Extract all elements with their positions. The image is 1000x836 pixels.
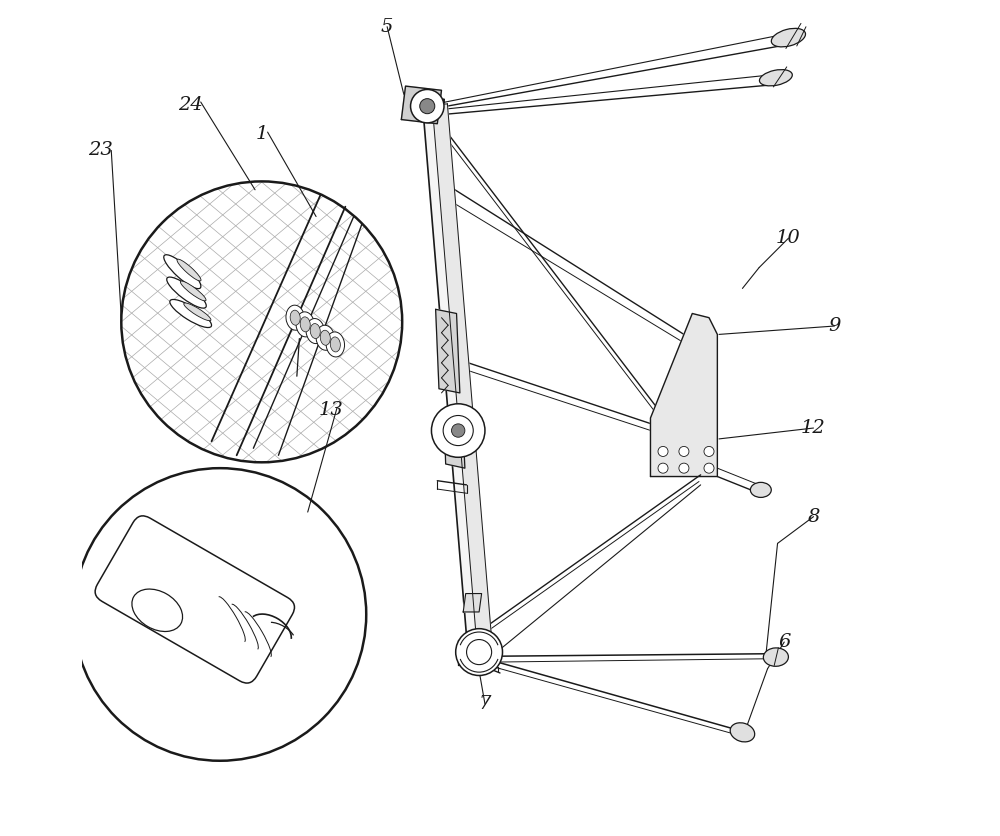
Circle shape <box>431 404 485 457</box>
Circle shape <box>704 446 714 456</box>
Ellipse shape <box>132 589 183 631</box>
Ellipse shape <box>316 325 335 350</box>
Circle shape <box>658 446 668 456</box>
Circle shape <box>467 640 492 665</box>
Polygon shape <box>650 314 717 477</box>
Text: 23: 23 <box>88 141 113 160</box>
Ellipse shape <box>286 305 304 330</box>
Polygon shape <box>463 594 482 612</box>
Ellipse shape <box>730 723 755 742</box>
Ellipse shape <box>310 324 320 339</box>
Ellipse shape <box>326 332 345 357</box>
Polygon shape <box>422 99 490 657</box>
Text: 13: 13 <box>319 400 344 419</box>
Text: 8: 8 <box>807 507 820 526</box>
Circle shape <box>704 463 714 473</box>
Ellipse shape <box>290 310 300 325</box>
Ellipse shape <box>180 281 206 301</box>
Circle shape <box>74 468 366 761</box>
Circle shape <box>452 424 465 437</box>
Text: 5: 5 <box>381 18 393 36</box>
Ellipse shape <box>300 317 310 332</box>
Ellipse shape <box>170 299 212 328</box>
Text: 9: 9 <box>828 317 841 335</box>
Ellipse shape <box>164 255 201 288</box>
Ellipse shape <box>167 277 206 308</box>
Ellipse shape <box>177 259 201 281</box>
Ellipse shape <box>759 69 792 86</box>
Polygon shape <box>436 309 460 393</box>
Ellipse shape <box>750 482 771 497</box>
Polygon shape <box>401 86 441 124</box>
Polygon shape <box>432 104 493 661</box>
Text: 6: 6 <box>778 633 790 651</box>
Ellipse shape <box>306 319 324 344</box>
Text: 12: 12 <box>801 419 826 437</box>
Text: 10: 10 <box>776 229 801 247</box>
Polygon shape <box>444 410 465 468</box>
Circle shape <box>679 463 689 473</box>
Ellipse shape <box>320 330 330 345</box>
Circle shape <box>679 446 689 456</box>
Circle shape <box>456 629 503 675</box>
Ellipse shape <box>184 303 211 321</box>
FancyBboxPatch shape <box>95 516 295 683</box>
Ellipse shape <box>763 648 788 666</box>
Text: 24: 24 <box>178 95 203 114</box>
Polygon shape <box>458 640 492 665</box>
Text: 1: 1 <box>256 125 268 143</box>
Circle shape <box>420 99 435 114</box>
Text: 7: 7 <box>479 695 491 713</box>
Circle shape <box>443 415 473 446</box>
Circle shape <box>658 463 668 473</box>
Ellipse shape <box>330 337 340 352</box>
Ellipse shape <box>296 312 314 337</box>
Ellipse shape <box>771 28 806 47</box>
Circle shape <box>411 89 444 123</box>
